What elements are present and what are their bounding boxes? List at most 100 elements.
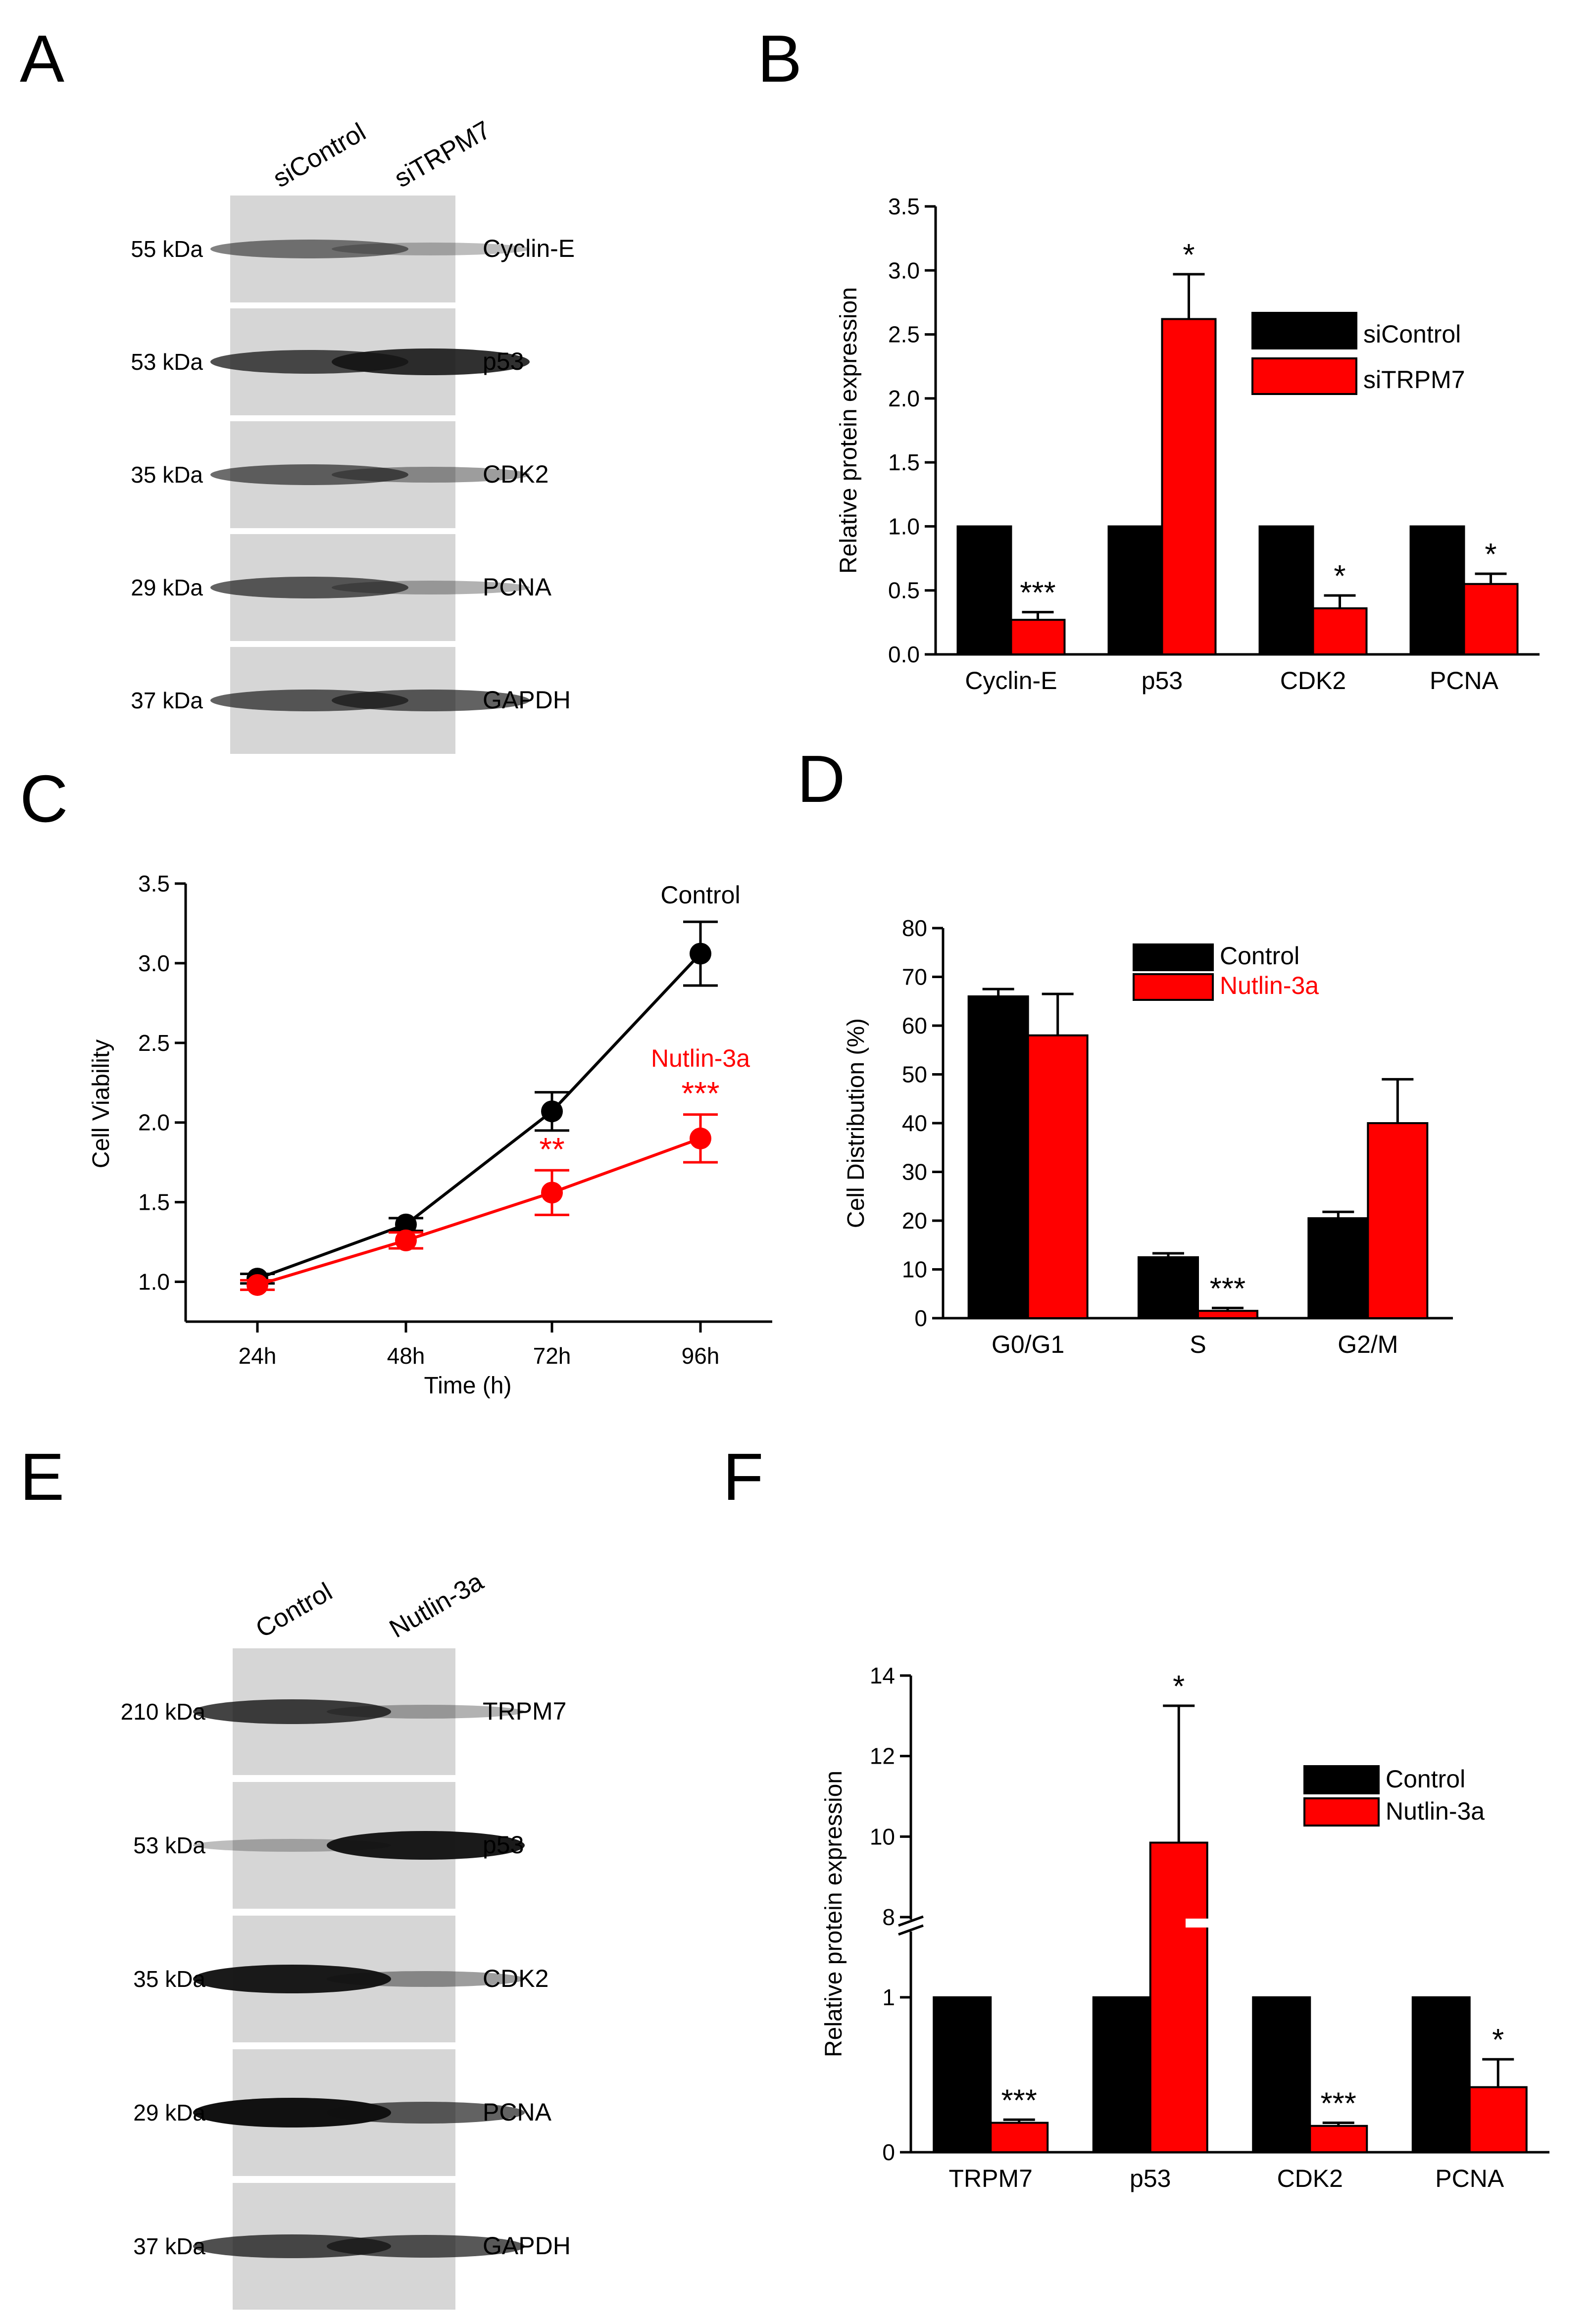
- y-tick-label: 10: [902, 1257, 927, 1283]
- bar: [933, 1996, 992, 2153]
- x-tick-label: PCNA: [1430, 667, 1499, 694]
- panel-label-e: E: [20, 1439, 64, 1514]
- protein-band: [327, 2102, 525, 2124]
- significance-marker: ***: [681, 1075, 719, 1112]
- y-tick-label: 2.0: [138, 1110, 170, 1136]
- y-tick-label: 3.0: [138, 950, 170, 976]
- protein-name-label: Cyclin-E: [483, 235, 575, 262]
- y-tick-label: 3.0: [888, 257, 920, 283]
- y-tick-label: 1.0: [138, 1269, 170, 1295]
- protein-band: [327, 1705, 525, 1719]
- lane-label: siControl: [268, 118, 371, 194]
- bar: [1463, 583, 1519, 656]
- protein-band: [327, 1831, 525, 1860]
- legend-swatch: [1251, 357, 1357, 395]
- y-tick-label: 1.5: [888, 449, 920, 475]
- molecular-weight-label: 37 kDa: [131, 688, 203, 713]
- significance-marker: *: [1334, 559, 1345, 593]
- significance-marker: **: [539, 1131, 564, 1167]
- series-line: [257, 1137, 701, 1286]
- bar: [1411, 1996, 1471, 2153]
- molecular-weight-label: 53 kDa: [131, 349, 203, 375]
- y-tick-label: 12: [870, 1743, 895, 1769]
- bar: [990, 2122, 1049, 2153]
- bar-chart-f: 0 1 8 10 12 14 Relative protein expression TRPM…: [821, 1663, 1549, 2192]
- bar-chart-b: 0.0 0.5 1.0 1.5 2.0 2.5 3.0 3.5 Relative protein…: [836, 194, 1540, 694]
- panel-label-d: D: [797, 742, 846, 816]
- bar: [967, 995, 1029, 1319]
- y-tick-label: 1.0: [888, 513, 920, 539]
- bar: [1010, 619, 1066, 655]
- bar-chart-d: 0 10 20 30 40 50 60 70 80 Cell Distribution (%) G0…: [843, 915, 1453, 1358]
- protein-band: [327, 1971, 525, 1987]
- y-tick-label: 0: [914, 1305, 927, 1331]
- protein-band: [210, 240, 408, 258]
- y-tick-label: 10: [870, 1824, 895, 1849]
- line-chart-c: 1.0 1.5 2.0 2.5 3.0 3.5 24h 48h 72h 96h Time (h) Ce…: [88, 871, 772, 1399]
- x-tick-label: G2/M: [1338, 1331, 1398, 1358]
- y-tick-label: 60: [902, 1013, 927, 1038]
- series-label: Control: [660, 881, 740, 909]
- bar: [1312, 607, 1368, 656]
- significance-marker: *: [1485, 538, 1496, 572]
- lane-label: Nutlin-3a: [385, 1567, 488, 1643]
- western-blot-e: Control Nutlin-3a 210 kDa TRPM7 53 kDa p53 35 …: [121, 1567, 571, 2310]
- x-tick-label: Cyclin-E: [965, 667, 1057, 694]
- data-point: [690, 1127, 711, 1149]
- molecular-weight-label: 29 kDa: [131, 575, 203, 600]
- protein-name-label: p53: [483, 1831, 524, 1859]
- data-point: [395, 1213, 417, 1236]
- y-tick-label: 70: [902, 964, 927, 990]
- y-tick-label: 3.5: [888, 194, 920, 219]
- y-axis-label: Relative protein expression: [836, 287, 862, 574]
- bar: [1149, 1841, 1208, 2154]
- bar: [1409, 525, 1465, 656]
- x-tick-label: TRPM7: [949, 2165, 1033, 2192]
- y-tick-label: 0.0: [888, 642, 920, 667]
- y-tick-label: 1: [882, 1984, 895, 2010]
- molecular-weight-label: 35 kDa: [131, 462, 203, 488]
- y-tick-label: 2.5: [138, 1030, 170, 1056]
- significance-marker: *: [1173, 1670, 1185, 1704]
- legend-label: Nutlin-3a: [1386, 1797, 1485, 1825]
- bar: [1107, 525, 1163, 656]
- y-axis-label: Cell Viability: [88, 1039, 114, 1169]
- x-tick-label: CDK2: [1277, 2165, 1343, 2192]
- molecular-weight-label: 37 kDa: [133, 2233, 205, 2259]
- data-point: [395, 1229, 417, 1251]
- bar: [1307, 1217, 1369, 1319]
- panel-label-c: C: [20, 761, 68, 836]
- bar: [956, 525, 1012, 656]
- y-tick-label: 50: [902, 1062, 927, 1088]
- significance-marker: ***: [1020, 576, 1055, 610]
- data-point: [541, 1182, 563, 1204]
- protein-name-label: GAPDH: [483, 2232, 571, 2260]
- y-tick-label: 40: [902, 1110, 927, 1136]
- x-tick-label: p53: [1142, 667, 1183, 694]
- series-line: [256, 952, 702, 1280]
- bar: [1367, 1122, 1429, 1319]
- molecular-weight-label: 29 kDa: [133, 2100, 205, 2126]
- bar: [1161, 318, 1217, 655]
- x-tick-label: PCNA: [1435, 2165, 1504, 2192]
- legend-label: Control: [1386, 1765, 1465, 1793]
- molecular-weight-label: 53 kDa: [133, 1832, 205, 1858]
- y-tick-label: 30: [902, 1159, 927, 1185]
- bar: [1468, 2086, 1528, 2154]
- y-tick-label: 2.0: [888, 386, 920, 411]
- y-tick-label: 3.5: [138, 871, 170, 896]
- y-tick-label: 2.5: [888, 322, 920, 347]
- x-tick-label: G0/G1: [992, 1331, 1064, 1358]
- x-tick-label: 96h: [682, 1343, 720, 1369]
- molecular-weight-label: 35 kDa: [133, 1966, 205, 1992]
- protein-band: [193, 2098, 391, 2127]
- axis-break-mark: [898, 1915, 924, 1927]
- bar: [1197, 1310, 1258, 1320]
- bar: [1309, 2125, 1368, 2154]
- legend-label: siTRPM7: [1363, 366, 1465, 394]
- x-tick-label: p53: [1130, 2165, 1171, 2192]
- molecular-weight-label: 210 kDa: [121, 1699, 206, 1725]
- protein-name-label: TRPM7: [483, 1697, 566, 1725]
- protein-name-label: CDK2: [483, 1965, 548, 1992]
